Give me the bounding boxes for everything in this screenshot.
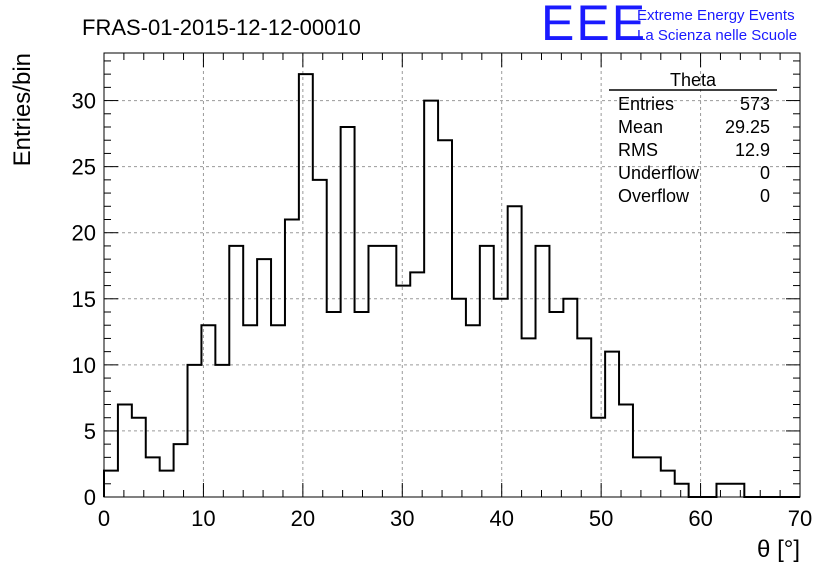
- stats-value: 12.9: [735, 140, 770, 160]
- histogram-bin: [257, 259, 271, 497]
- histogram-bin: [188, 365, 202, 497]
- stats-box: Theta Entries 573 Mean 29.25 RMS 12.9 Underflo…: [609, 70, 777, 206]
- histogram-bin: [675, 484, 689, 497]
- histogram-bin: [118, 405, 132, 498]
- stats-label: RMS: [618, 140, 658, 160]
- x-tick-label: 60: [688, 506, 712, 531]
- histogram-bin: [591, 418, 605, 497]
- histogram-bin: [563, 299, 577, 497]
- histogram-bin: [229, 246, 243, 497]
- x-tick-label: 20: [291, 506, 315, 531]
- histogram-bin: [201, 325, 215, 497]
- y-tick-label: 20: [72, 221, 96, 246]
- x-tick-label: 0: [98, 506, 110, 531]
- histogram-bin: [382, 246, 396, 497]
- tick-labels: 0 10 20 30 40 50 60 70 0 5 10 15 20 25 30: [72, 89, 813, 531]
- y-axis-label: Entries/bin: [9, 53, 36, 166]
- histogram-bin: [466, 325, 480, 497]
- histogram-bin: [355, 312, 369, 497]
- histogram-bin: [494, 299, 508, 497]
- histogram-bin: [327, 312, 341, 497]
- x-tick-label: 30: [390, 506, 414, 531]
- stats-value: 0: [760, 163, 770, 183]
- histogram-bin: [368, 246, 382, 497]
- histogram-bin: [160, 471, 174, 497]
- stats-value: 0: [760, 186, 770, 206]
- stats-rows: Entries 573 Mean 29.25 RMS 12.9 Underflow 0 Over…: [618, 94, 770, 206]
- histogram-outline: [103, 73, 800, 498]
- x-axis-label: θ [°]: [757, 536, 800, 563]
- histogram-bin: [271, 325, 285, 497]
- stats-label: Entries: [618, 94, 674, 114]
- y-tick-label: 25: [72, 155, 96, 180]
- histogram-bin: [633, 457, 647, 497]
- histogram-bin: [424, 101, 438, 497]
- stats-value: 29.25: [725, 117, 770, 137]
- stats-value: 573: [740, 94, 770, 114]
- histogram-bin: [174, 444, 188, 497]
- histogram-bin: [313, 180, 327, 497]
- histogram-bin: [480, 246, 494, 497]
- histogram-bin: [132, 418, 146, 497]
- histogram-bin: [410, 272, 424, 497]
- histogram-bins: [103, 73, 800, 498]
- histogram-bin: [619, 405, 633, 498]
- histogram-bin: [577, 338, 591, 497]
- histogram-bin: [508, 206, 522, 497]
- histogram-bin: [605, 352, 619, 497]
- y-tick-label: 15: [72, 287, 96, 312]
- histogram-bin: [716, 484, 730, 497]
- y-tick-label: 0: [84, 485, 96, 510]
- stats-label: Underflow: [618, 163, 700, 183]
- x-tick-label: 50: [589, 506, 613, 531]
- histogram-bin: [661, 471, 675, 497]
- x-tick-label: 40: [489, 506, 513, 531]
- histogram-bin: [243, 325, 257, 497]
- chart-title: FRAS-01-2015-12-12-00010: [82, 15, 361, 40]
- histogram-bin: [730, 484, 744, 497]
- y-tick-label: 5: [84, 419, 96, 444]
- histogram-bin: [215, 365, 229, 497]
- histogram-bin: [285, 220, 299, 498]
- axis-ticks: [103, 53, 801, 498]
- histogram-bin: [104, 471, 118, 497]
- y-tick-label: 10: [72, 353, 96, 378]
- histogram-bin: [522, 338, 536, 497]
- histogram-bin: [438, 140, 452, 497]
- stats-label: Mean: [618, 117, 663, 137]
- histogram-bin: [299, 74, 313, 497]
- histogram-bin: [452, 299, 466, 497]
- logo-text: EEE: [541, 0, 647, 51]
- stats-label: Overflow: [618, 186, 690, 206]
- histogram-bin: [647, 457, 661, 497]
- x-tick-label: 10: [191, 506, 215, 531]
- logo-line-1: Extreme Energy Events: [637, 7, 795, 24]
- x-tick-label: 70: [788, 506, 812, 531]
- histogram-bin: [396, 286, 410, 497]
- histogram-bin: [549, 312, 563, 497]
- stats-title: Theta: [670, 70, 717, 90]
- y-tick-label: 30: [72, 89, 96, 114]
- eee-logo: EEE Extreme Energy Events La Scienza nel…: [541, 0, 797, 51]
- histogram-bin: [146, 457, 160, 497]
- histogram-bin: [536, 246, 550, 497]
- logo-line-2: La Scienza nelle Scuole: [637, 27, 797, 44]
- histogram-bin: [341, 127, 355, 497]
- plot-frame: [103, 52, 801, 498]
